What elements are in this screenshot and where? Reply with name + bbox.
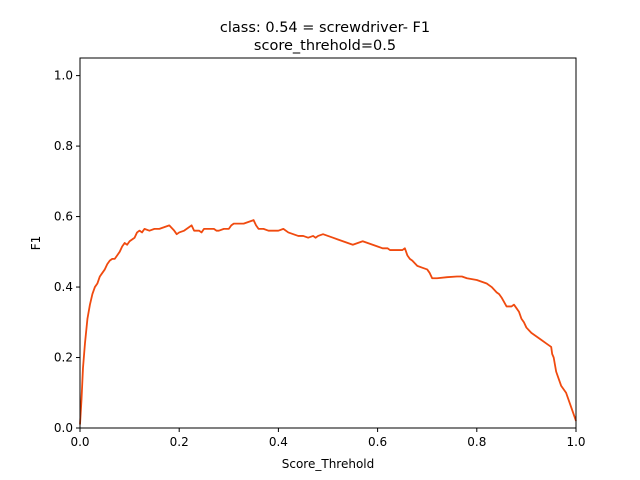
plot-frame [79, 57, 577, 429]
y-tick-label: 1.0 [54, 69, 73, 83]
y-tick-label: 0.4 [54, 280, 73, 294]
x-tick-label: 0.2 [170, 435, 189, 449]
y-tick-label: 0.8 [54, 139, 73, 153]
y-tick-label: 0.6 [54, 210, 73, 224]
f1-series-line [79, 219, 577, 425]
x-tick-label: 0.6 [368, 435, 387, 449]
x-tick-label: 0.4 [269, 435, 288, 449]
chart-title-line-2: score_threhold=0.5 [254, 38, 396, 54]
y-tick-label: 0.2 [54, 351, 73, 365]
x-axis: 0.0 0.2 0.4 0.6 0.8 1.0 [70, 428, 586, 449]
x-tick-label: 0.8 [467, 435, 486, 449]
x-tick-label: 1.0 [566, 435, 585, 449]
data-layer [79, 219, 577, 425]
x-axis-label: Score_Threhold [282, 457, 375, 471]
x-tick-label: 0.0 [70, 435, 89, 449]
plot-area [80, 58, 576, 428]
y-axis: 0.0 0.2 0.4 0.6 0.8 1.0 [54, 69, 80, 435]
y-axis-label: F1 [29, 236, 43, 251]
chart-title-line-1: class: 0.54 = screwdriver- F1 [220, 20, 430, 36]
y-tick-label: 0.0 [54, 421, 73, 435]
